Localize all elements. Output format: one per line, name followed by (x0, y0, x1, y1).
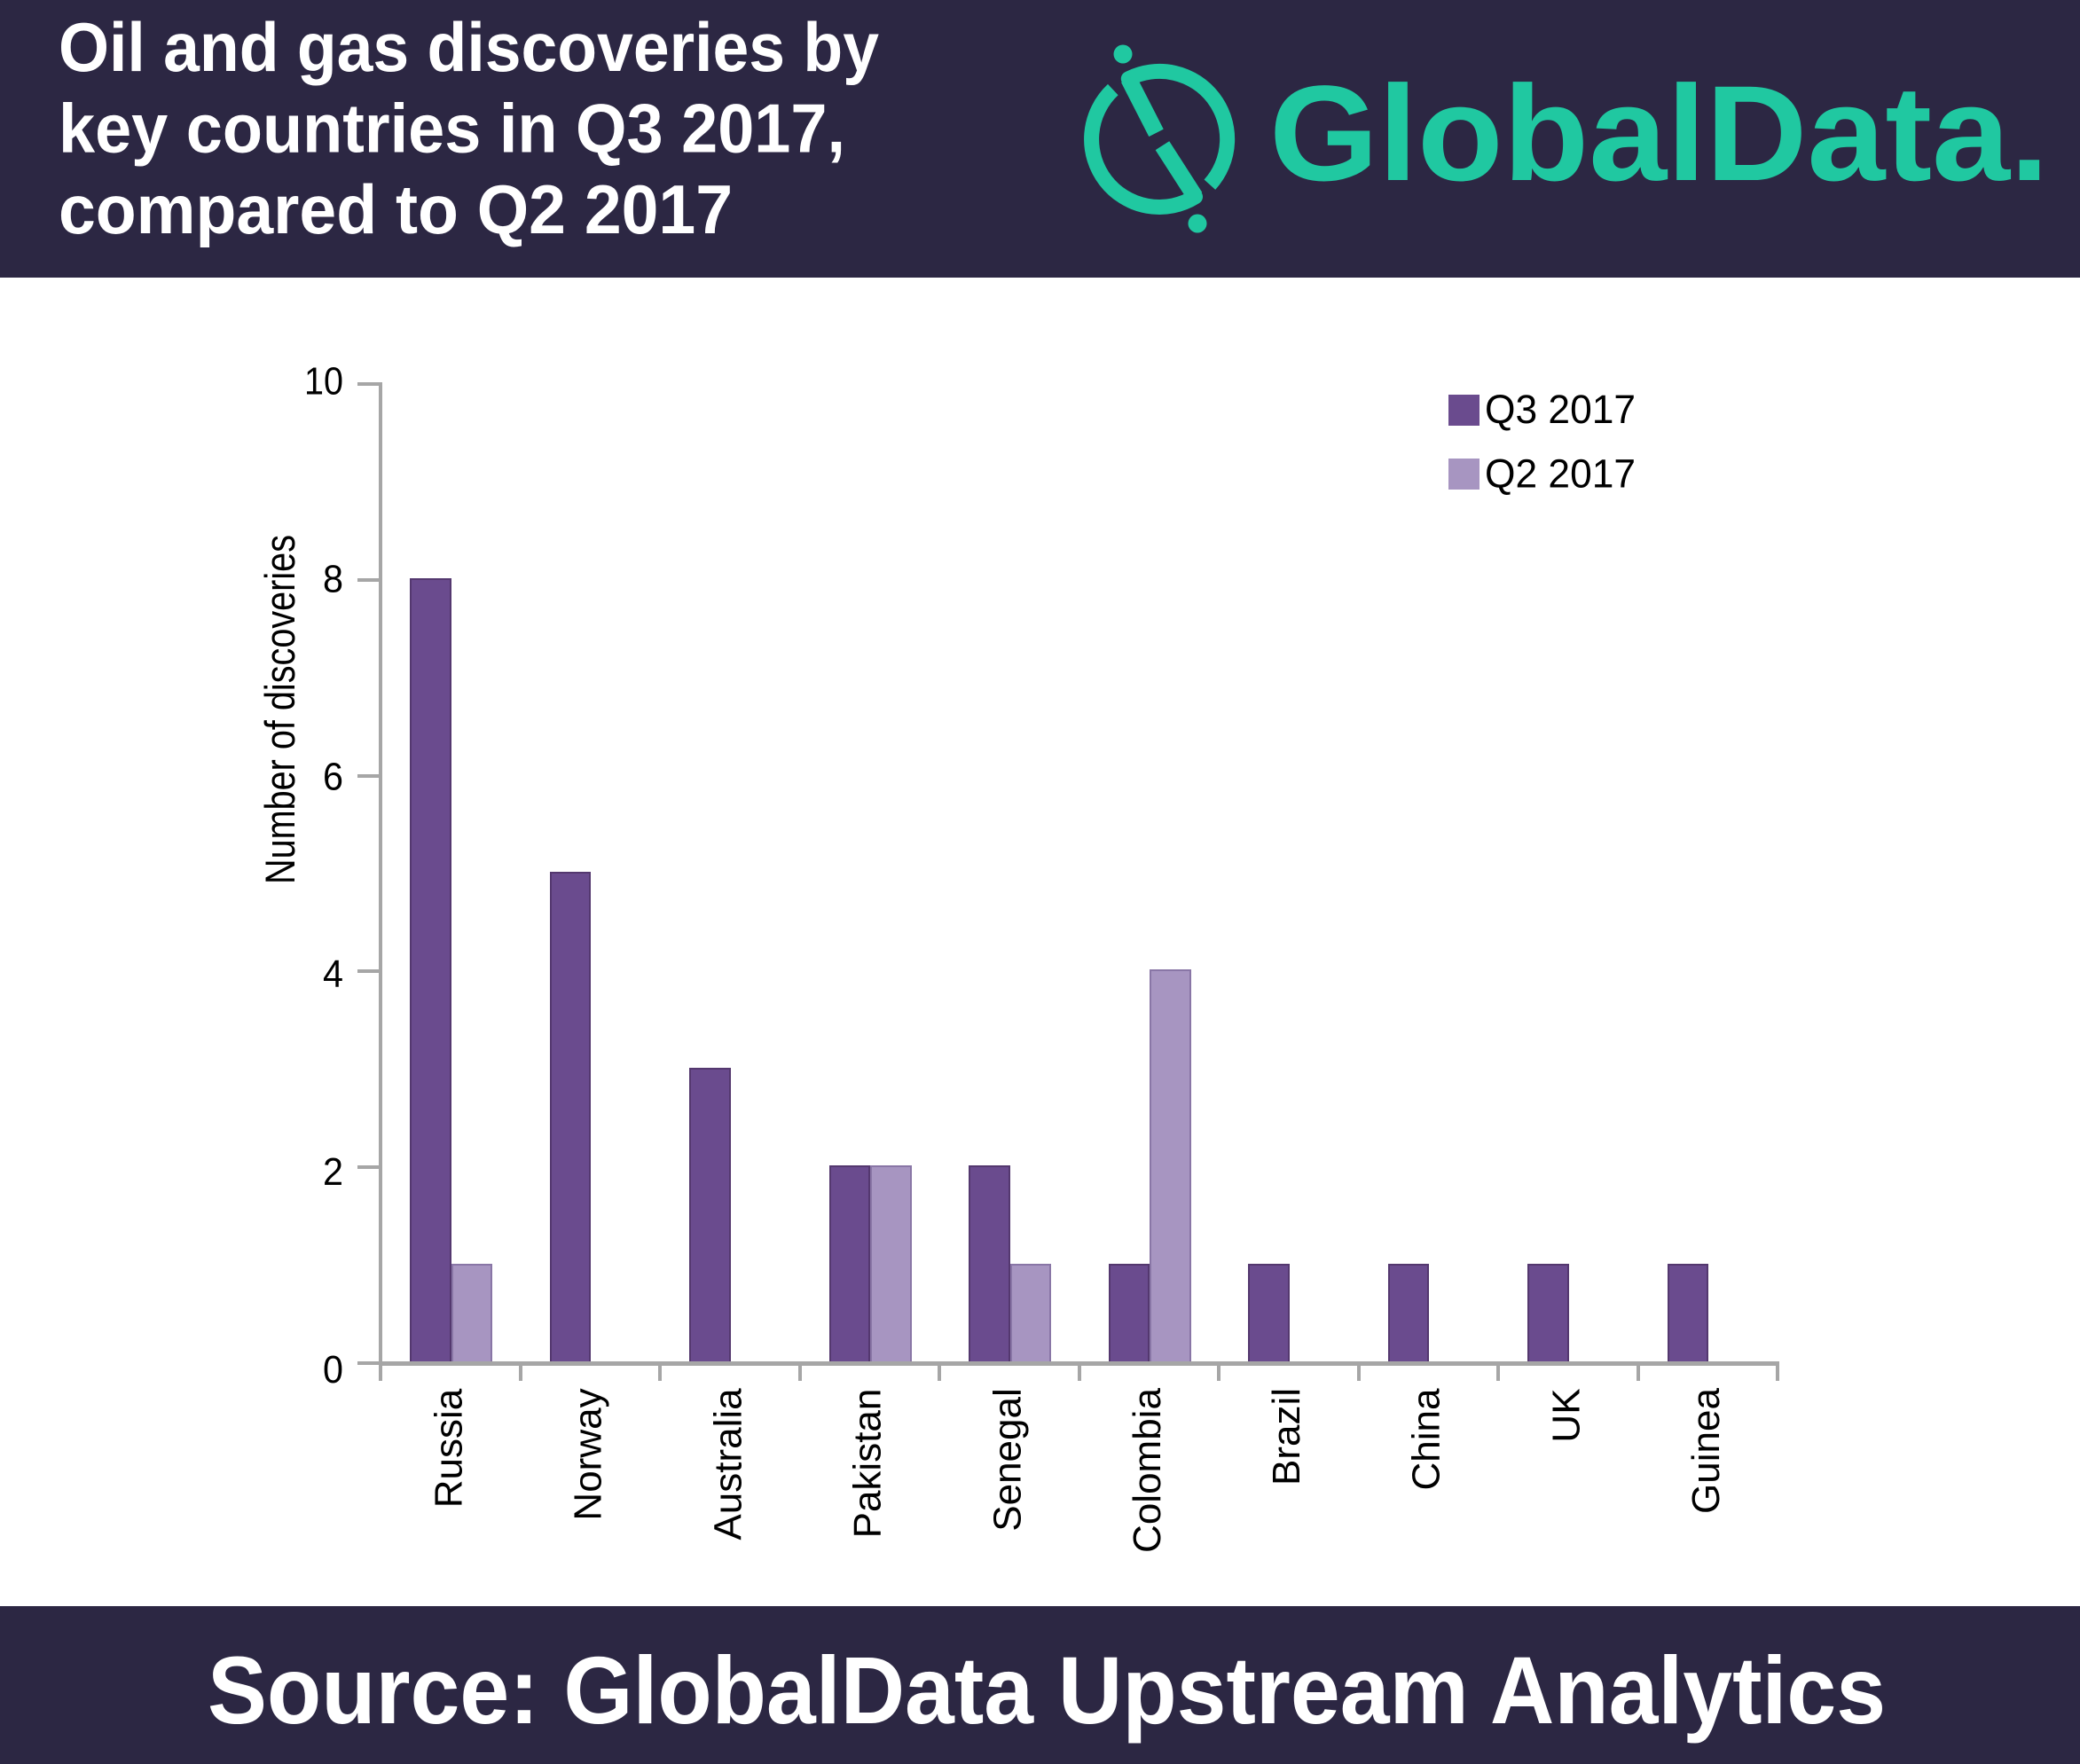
svg-text:GlobalData.: GlobalData. (1269, 58, 2049, 209)
svg-text:Q3 2017: Q3 2017 (1485, 387, 1636, 432)
svg-text:key countries in Q3 2017,: key countries in Q3 2017, (59, 90, 845, 168)
svg-text:2: 2 (323, 1150, 343, 1194)
svg-text:Number of discoveries: Number of discoveries (256, 535, 303, 884)
svg-text:Oil and gas discoveries by: Oil and gas discoveries by (59, 8, 879, 86)
svg-text:Source: GlobalData Upstream An: Source: GlobalData Upstream Analytics (208, 1636, 1886, 1744)
svg-text:8: 8 (323, 557, 343, 600)
svg-text:Q2 2017: Q2 2017 (1485, 451, 1636, 497)
svg-text:compared to Q2 2017: compared to Q2 2017 (59, 170, 733, 248)
svg-text:10: 10 (304, 360, 343, 404)
svg-text:6: 6 (323, 755, 343, 798)
svg-text:4: 4 (323, 953, 343, 996)
svg-text:0: 0 (323, 1348, 343, 1392)
